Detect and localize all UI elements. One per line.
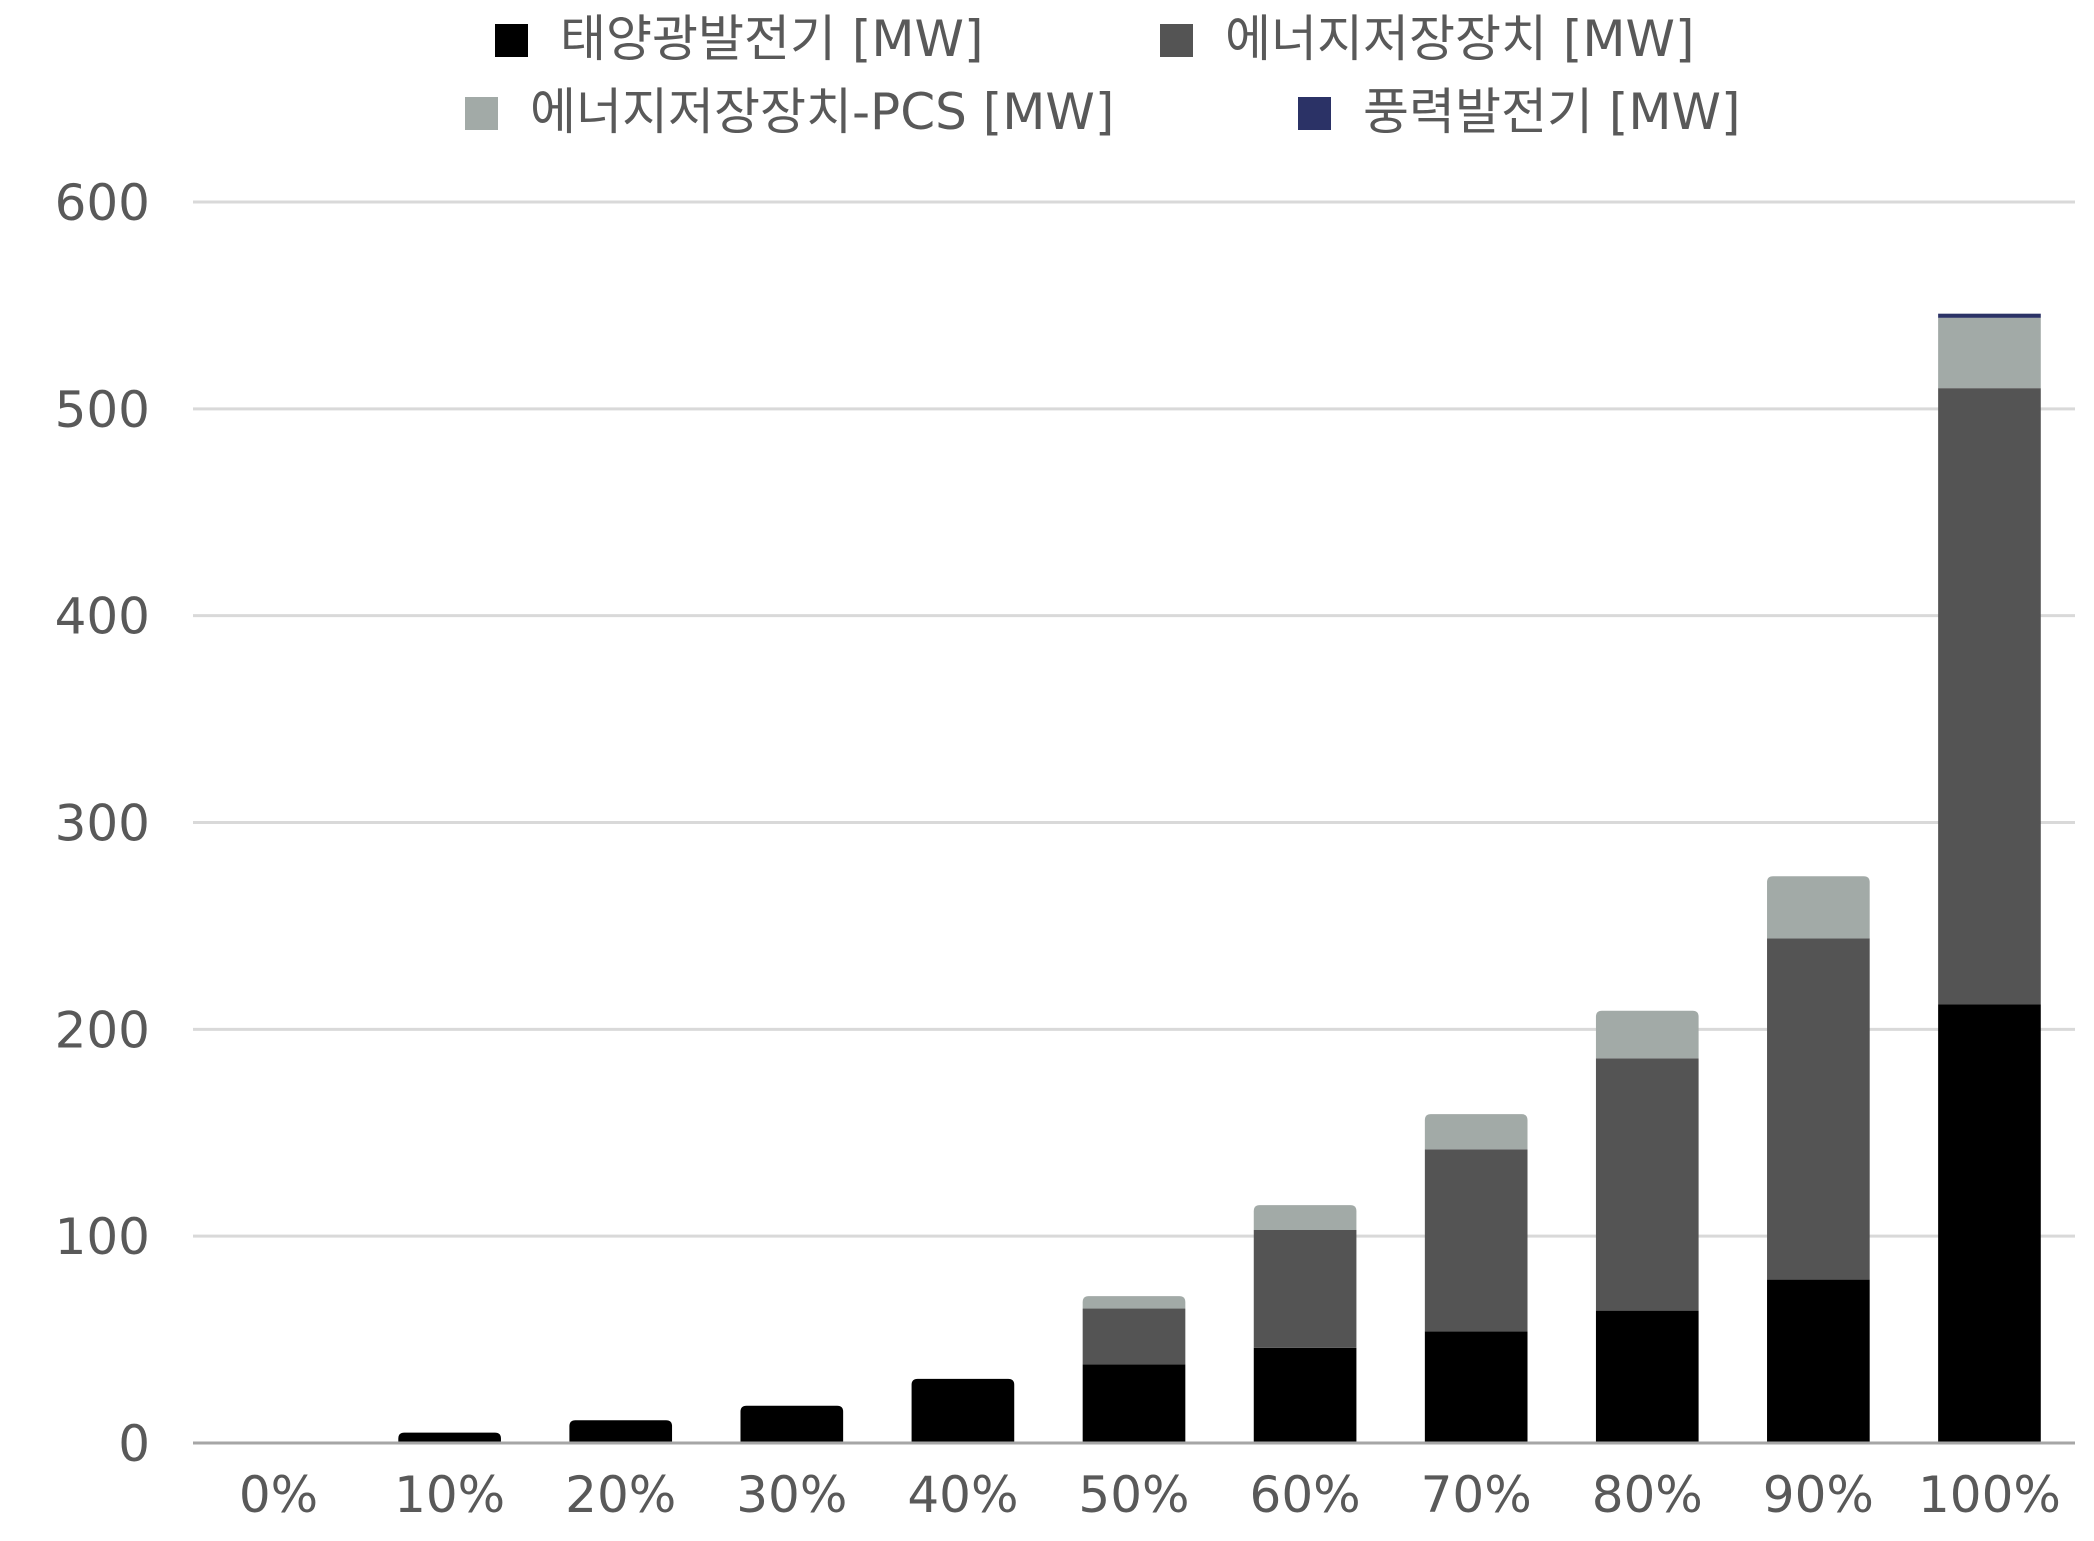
bar-series-0-10pct	[398, 1432, 501, 1443]
bars	[398, 313, 2041, 1443]
legend-label-1: 에너지저장장치 [MW]	[1225, 10, 1695, 68]
bar-series-3-100pct	[1938, 313, 2041, 318]
legend-item-0: 태양광발전기 [MW]	[495, 10, 984, 68]
y-tick-label-300: 300	[55, 795, 150, 853]
bar-series-2-50pct	[1082, 1296, 1186, 1309]
x-tick-label-30pct: 30%	[736, 1466, 847, 1524]
legend-label-2: 에너지저장장치-PCS [MW]	[530, 83, 1114, 141]
bar-series-0-30pct	[740, 1405, 844, 1443]
x-tick-label-80pct: 80%	[1592, 1466, 1703, 1524]
y-axis: 0 100 200 300 400 500 600	[55, 174, 150, 1473]
legend-swatch-2	[465, 97, 498, 130]
legend-label-0: 태양광발전기 [MW]	[560, 10, 984, 68]
bar-series-0-70pct	[1424, 1331, 1528, 1443]
bar-series-1-70pct	[1424, 1149, 1528, 1332]
y-tick-label-200: 200	[55, 1001, 150, 1059]
x-tick-label-100pct: 100%	[1918, 1466, 2061, 1524]
bar-series-0-80pct	[1595, 1310, 1699, 1443]
x-tick-label-70pct: 70%	[1421, 1466, 1532, 1524]
bar-series-2-60pct	[1253, 1205, 1357, 1230]
bar-series-2-80pct	[1595, 1010, 1699, 1059]
bar-series-2-90pct	[1767, 876, 1870, 939]
x-tick-label-40pct: 40%	[907, 1466, 1018, 1524]
bar-series-0-100pct	[1938, 1004, 2041, 1443]
legend-item-2: 에너지저장장치-PCS [MW]	[465, 83, 1114, 141]
y-tick-label-0: 0	[118, 1415, 150, 1473]
bar-series-0-60pct	[1253, 1347, 1357, 1443]
x-tick-label-60pct: 60%	[1250, 1466, 1361, 1524]
x-tick-label-90pct: 90%	[1763, 1466, 1874, 1524]
bar-series-0-20pct	[569, 1420, 673, 1443]
bar-series-2-70pct	[1424, 1114, 1528, 1150]
bar-series-2-100pct	[1938, 317, 2041, 389]
legend-item-3: 풍력발전기 [MW]	[1298, 83, 1741, 141]
bar-series-1-60pct	[1253, 1229, 1357, 1348]
legend-item-1: 에너지저장장치 [MW]	[1160, 10, 1695, 68]
x-tick-label-10pct: 10%	[394, 1466, 505, 1524]
legend: 태양광발전기 [MW] 에너지저장장치 [MW] 에너지저장장치-PCS [MW] 풍…	[465, 10, 1741, 141]
legend-label-3: 풍력발전기 [MW]	[1363, 83, 1741, 141]
y-tick-label-500: 500	[55, 381, 150, 439]
x-tick-label-0pct: 0%	[239, 1466, 318, 1524]
y-tick-label-100: 100	[55, 1208, 150, 1266]
y-tick-label-600: 600	[55, 174, 150, 232]
x-axis: 0% 10% 20% 30% 40% 50% 60% 70% 80% 90% 100%	[193, 1441, 2075, 1524]
bar-series-1-90pct	[1767, 938, 1870, 1280]
bar-series-1-100pct	[1938, 388, 2041, 1005]
x-tick-label-50pct: 50%	[1078, 1466, 1189, 1524]
bar-series-1-50pct	[1082, 1308, 1186, 1365]
bar-series-1-80pct	[1595, 1058, 1699, 1311]
gridlines	[193, 200, 2075, 1238]
y-tick-label-400: 400	[55, 588, 150, 646]
bar-series-0-50pct	[1082, 1364, 1186, 1443]
legend-swatch-0	[495, 24, 528, 57]
bar-series-0-40pct	[911, 1378, 1015, 1443]
bar-series-0-90pct	[1767, 1279, 1870, 1443]
legend-swatch-1	[1160, 24, 1193, 57]
legend-swatch-3	[1298, 97, 1331, 130]
x-tick-label-20pct: 20%	[565, 1466, 676, 1524]
